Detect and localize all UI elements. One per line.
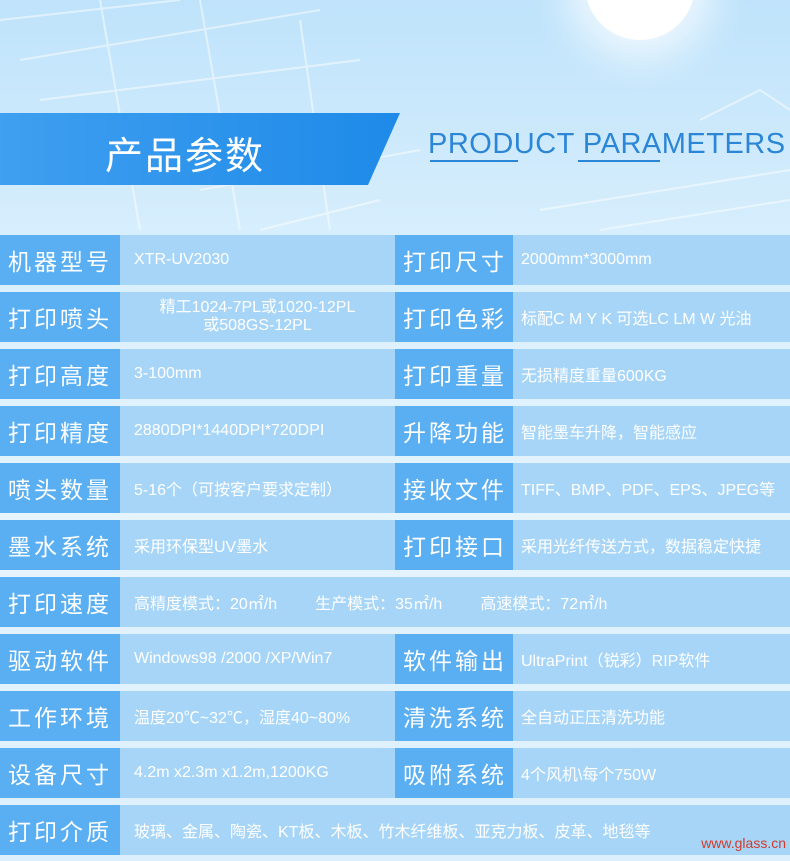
page-title-english: PRODUCT PARAMETERS xyxy=(428,128,786,160)
parameter-label: 接收文件 xyxy=(395,463,513,513)
parameter-value: 2880DPI*1440DPI*720DPI xyxy=(120,406,395,456)
parameter-value: 高精度模式：20㎡/h 生产模式：35㎡/h 高速模式：72㎡/h xyxy=(120,577,790,627)
parameter-value: 玻璃、金属、陶瓷、KT板、木板、竹木纤维板、亚克力板、皮革、地毯等 xyxy=(120,805,790,855)
parameter-value: XTR-UV2030 xyxy=(120,235,395,285)
parameter-label: 墨水系统 xyxy=(0,520,120,570)
parameter-label: 驱动软件 xyxy=(0,634,120,684)
parameter-row: 机器型号 XTR-UV2030 打印尺寸 2000mm*3000mm xyxy=(0,235,790,285)
parameter-label: 升降功能 xyxy=(395,406,513,456)
parameter-value: 标配C M Y K 可选LC LM W 光油 xyxy=(513,292,790,342)
parameter-value: 采用光纤传送方式，数据稳定快捷 xyxy=(513,520,790,570)
parameter-row: 驱动软件 Windows98 /2000 /XP/Win7 软件输出 UltraPri… xyxy=(0,634,790,684)
parameter-value: 全自动正压清洗功能 xyxy=(513,691,790,741)
parameter-value: 采用环保型UV墨水 xyxy=(120,520,395,570)
speed-mode-value: 生产模式：35㎡/h xyxy=(315,596,443,613)
parameter-row: 打印介质 玻璃、金属、陶瓷、KT板、木板、竹木纤维板、亚克力板、皮革、地毯等 xyxy=(0,805,790,855)
page-title: 产品参数 xyxy=(105,134,266,178)
parameter-label: 打印精度 xyxy=(0,406,120,456)
parameter-value: 4.2m x2.3m x1.2m,1200KG xyxy=(120,748,395,798)
parameter-label: 打印高度 xyxy=(0,349,120,399)
parameter-label: 打印喷头 xyxy=(0,292,120,342)
parameter-row: 打印高度 3-100mm 打印重量 无损精度重量600KG xyxy=(0,349,790,399)
parameter-value-line: 或508GS-12PL xyxy=(203,317,312,334)
parameter-value: 3-100mm xyxy=(120,349,395,399)
parameter-value: Windows98 /2000 /XP/Win7 xyxy=(120,634,395,684)
parameter-row: 打印精度 2880DPI*1440DPI*720DPI 升降功能 智能墨车升降，智能感… xyxy=(0,406,790,456)
parameter-value: 无损精度重量600KG xyxy=(513,349,790,399)
parameter-row: 设备尺寸 4.2m x2.3m x1.2m,1200KG 吸附系统 4个风机\每个75… xyxy=(0,748,790,798)
parameter-value: TIFF、BMP、PDF、EPS、JPEG等 xyxy=(513,463,790,513)
parameter-label: 软件输出 xyxy=(395,634,513,684)
parameter-label: 喷头数量 xyxy=(0,463,120,513)
speed-mode-value: 高速模式：72㎡/h xyxy=(480,596,608,613)
parameter-label: 工作环境 xyxy=(0,691,120,741)
parameter-label: 吸附系统 xyxy=(395,748,513,798)
parameter-label: 打印接口 xyxy=(395,520,513,570)
title-underline xyxy=(430,160,518,162)
parameter-label: 打印速度 xyxy=(0,577,120,627)
parameter-label: 机器型号 xyxy=(0,235,120,285)
parameter-value: 2000mm*3000mm xyxy=(513,235,790,285)
parameter-label: 打印介质 xyxy=(0,805,120,855)
parameter-row: 打印喷头 精工1024-7PL或1020-12PL 或508GS-12PL 打印色彩标… xyxy=(0,292,790,342)
parameter-label: 清洗系统 xyxy=(395,691,513,741)
parameter-label: 打印色彩 xyxy=(395,292,513,342)
parameter-label: 打印重量 xyxy=(395,349,513,399)
title-underline xyxy=(578,160,660,162)
parameter-value-line: 精工1024-7PL或1020-12PL xyxy=(159,299,356,316)
parameter-row: 墨水系统 采用环保型UV墨水 打印接口 采用光纤传送方式，数据稳定快捷 xyxy=(0,520,790,570)
parameter-value: 温度20℃~32℃，湿度40~80% xyxy=(120,691,395,741)
parameter-value: 5-16个（可按客户要求定制） xyxy=(120,463,395,513)
parameter-row: 打印速度 高精度模式：20㎡/h 生产模式：35㎡/h 高速模式：72㎡/h xyxy=(0,577,790,627)
parameter-row: 喷头数量 5-16个（可按客户要求定制） 接收文件 TIFF、BMP、PDF、EPS、… xyxy=(0,463,790,513)
parameter-label: 打印尺寸 xyxy=(395,235,513,285)
parameter-label: 设备尺寸 xyxy=(0,748,120,798)
title-banner xyxy=(0,113,400,185)
parameter-value: 4个风机\每个750W xyxy=(513,748,790,798)
parameter-row: 工作环境 温度20℃~32℃，湿度40~80% 清洗系统 全自动正压清洗功能 xyxy=(0,691,790,741)
parameter-value: UltraPrint（锐彩）RIP软件 xyxy=(513,634,790,684)
parameter-value: 精工1024-7PL或1020-12PL 或508GS-12PL xyxy=(120,292,395,342)
parameter-value: 智能墨车升降，智能感应 xyxy=(513,406,790,456)
watermark: www.glass.cn xyxy=(701,835,786,851)
speed-mode-value: 高精度模式：20㎡/h xyxy=(134,596,278,613)
